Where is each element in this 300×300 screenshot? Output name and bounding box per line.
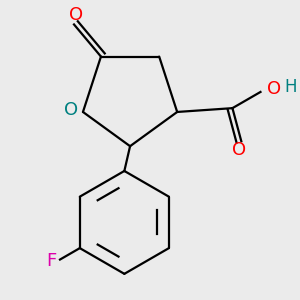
Text: O: O [267, 80, 281, 98]
Text: O: O [64, 101, 79, 119]
Text: H: H [285, 78, 297, 96]
Text: O: O [69, 6, 83, 24]
Text: O: O [232, 141, 247, 159]
Text: F: F [46, 253, 56, 271]
